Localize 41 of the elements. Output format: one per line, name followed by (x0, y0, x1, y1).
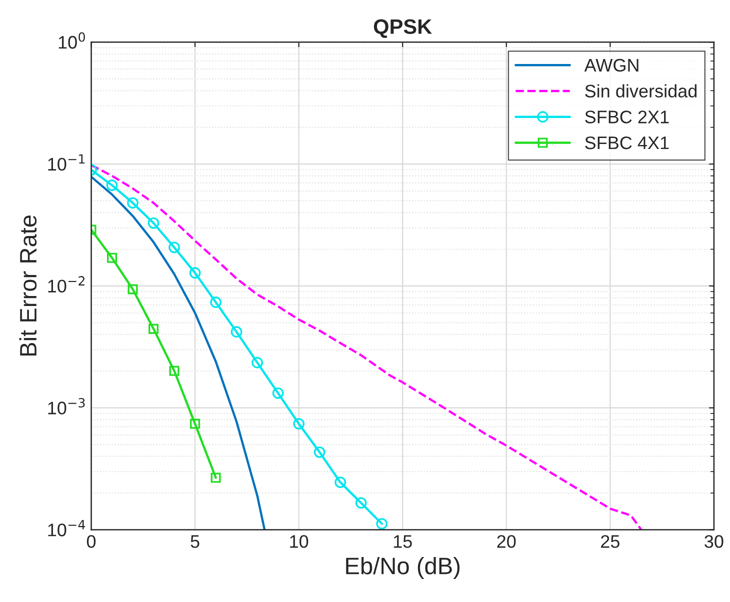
point (190, 418, 200, 429)
y-tick-label: 10$^{−1}$ (48, 154, 85, 171)
x-tick-label: 30 (704, 535, 724, 548)
point (272, 387, 284, 399)
legend-label: SFBC 2X1 (585, 110, 669, 124)
point (148, 324, 159, 334)
line-series (91, 164, 642, 530)
point (334, 476, 346, 488)
point (168, 242, 180, 254)
legend-label: Sin diversidad (585, 84, 697, 98)
point (127, 197, 138, 209)
point (210, 296, 222, 308)
x-axis-title: Eb/No (dB) (346, 557, 460, 580)
y-tick-label: 10$^{−4}$ (48, 520, 86, 536)
point (230, 326, 242, 338)
x-tick-label: 0 (86, 535, 96, 548)
point (293, 418, 305, 430)
point (107, 252, 118, 263)
point (106, 180, 118, 191)
y-tick-label: 10$^{−3}$ (48, 398, 85, 414)
y-tick-label: 10$^{0}$ (58, 32, 85, 49)
point (376, 518, 388, 530)
legend-label: AWGN (584, 58, 638, 72)
point (355, 497, 367, 509)
point (210, 472, 221, 483)
legend-label: SFBC 4X1 (585, 136, 669, 150)
y-axis-title: Bit Error Rate (19, 215, 37, 356)
point (169, 366, 180, 376)
point (189, 267, 201, 279)
chart-title: QPSK (374, 19, 432, 38)
x-tick-label: 20 (497, 535, 516, 548)
x-tick-label: 25 (601, 535, 620, 548)
x-tick-label: 10 (290, 535, 308, 548)
line-series (91, 176, 266, 530)
point (314, 446, 326, 458)
x-tick-label: 5 (190, 535, 200, 548)
point (252, 356, 263, 368)
x-tick-label: 15 (394, 535, 412, 548)
point (148, 217, 160, 229)
point (128, 284, 138, 294)
y-tick-label: 10$^{−2}$ (48, 276, 84, 293)
